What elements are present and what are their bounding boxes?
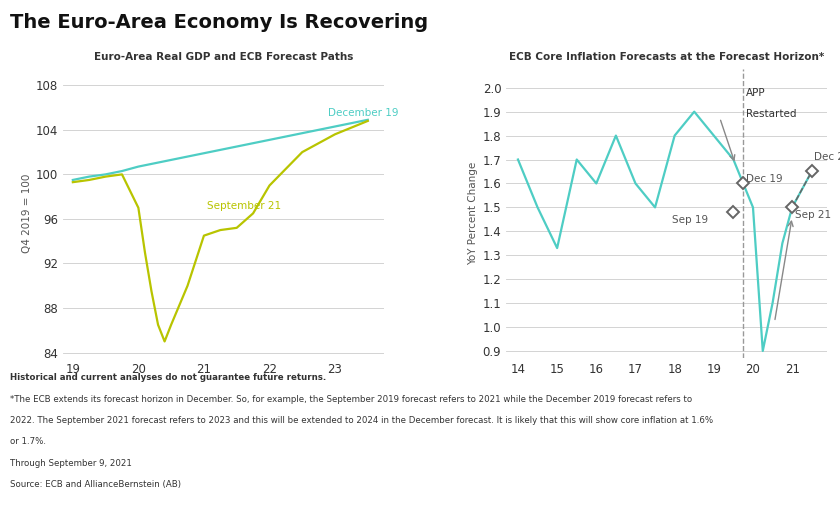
Text: September 21: September 21 [207, 201, 281, 210]
Text: Restarted: Restarted [746, 109, 796, 119]
Text: Dec 21?: Dec 21? [814, 151, 840, 162]
Y-axis label: Q4 2019 = 100: Q4 2019 = 100 [22, 174, 32, 253]
Title: Euro-Area Real GDP and ECB Forecast Paths: Euro-Area Real GDP and ECB Forecast Path… [94, 52, 354, 62]
Y-axis label: YoY Percent Change: YoY Percent Change [469, 162, 479, 265]
Text: APP: APP [746, 88, 765, 98]
Text: Historical and current analyses do not guarantee future returns.: Historical and current analyses do not g… [10, 373, 326, 383]
Text: *The ECB extends its forecast horizon in December. So, for example, the Septembe: *The ECB extends its forecast horizon in… [10, 395, 692, 404]
Text: Through September 9, 2021: Through September 9, 2021 [10, 459, 132, 468]
Title: ECB Core Inflation Forecasts at the Forecast Horizon*: ECB Core Inflation Forecasts at the Fore… [509, 52, 824, 62]
Text: December 19: December 19 [328, 108, 399, 118]
Text: Source: ECB and AllianceBernstein (AB): Source: ECB and AllianceBernstein (AB) [10, 480, 181, 489]
FancyArrowPatch shape [721, 120, 735, 160]
Text: 2022. The September 2021 forecast refers to 2023 and this will be extended to 20: 2022. The September 2021 forecast refers… [10, 416, 713, 425]
Text: The Euro-Area Economy Is Recovering: The Euro-Area Economy Is Recovering [10, 13, 428, 31]
Text: or 1.7%.: or 1.7%. [10, 437, 46, 447]
FancyArrowPatch shape [775, 221, 793, 320]
Text: Dec 19: Dec 19 [746, 174, 783, 184]
Text: Sep 19: Sep 19 [672, 215, 708, 225]
Text: Sep 21: Sep 21 [795, 210, 832, 220]
